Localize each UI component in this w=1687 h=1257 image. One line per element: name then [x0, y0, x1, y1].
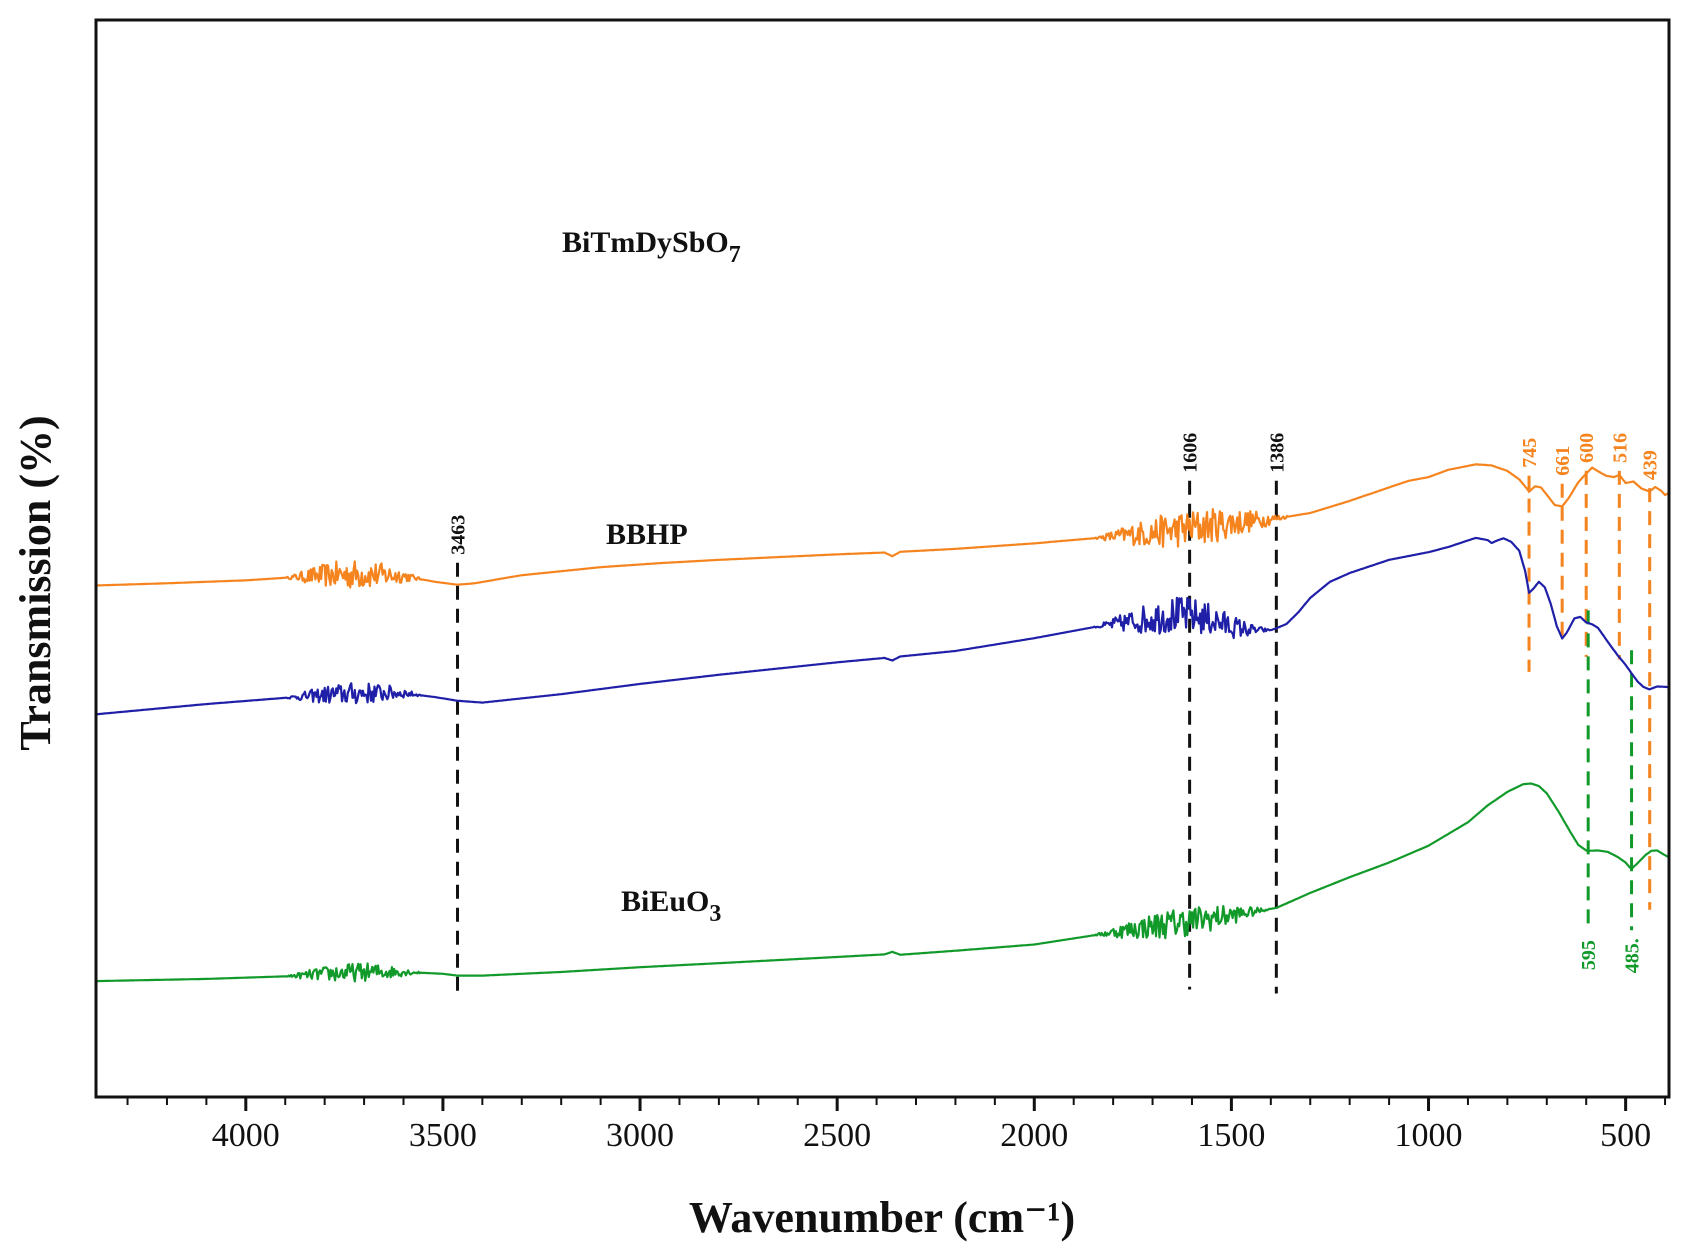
peak-label-1606: 1606 — [1180, 433, 1202, 473]
series-label-bbhp: BBHP — [606, 518, 688, 551]
peak-label-595: 595 — [1578, 940, 1600, 970]
x-tick-label: 1000 — [1395, 1117, 1463, 1154]
peak-labels: 3463 1606 1386 745 661 600 516 439 595 485. — [448, 433, 1662, 973]
peak-label-661: 661 — [1552, 446, 1574, 476]
peak-label-745: 745 — [1519, 438, 1541, 468]
peak-label-439: 439 — [1640, 450, 1662, 480]
plot-area: 3463 1606 1386 745 661 600 516 439 595 485. BiTmD… — [95, 226, 1670, 1000]
spectra-series — [95, 463, 1670, 983]
peak-label-485: 485. — [1622, 938, 1644, 973]
series-line-bbhp — [95, 536, 1670, 716]
x-tick-label: 3000 — [606, 1117, 674, 1154]
peak-label-600: 600 — [1576, 433, 1598, 463]
series-label-bitmdysbo: BiTmDySbO7 — [562, 226, 741, 268]
x-tick-label: 2500 — [803, 1117, 871, 1154]
x-tick-label: 4000 — [212, 1117, 280, 1154]
peak-label-516: 516 — [1609, 433, 1631, 463]
x-tick-label: 2000 — [1000, 1117, 1068, 1154]
x-axis-ticks — [126, 1097, 1667, 1111]
peak-label-1386: 1386 — [1266, 433, 1288, 473]
x-tick-label: 1500 — [1197, 1117, 1265, 1154]
x-axis-tick-labels: 4000 3500 3000 2500 2000 1500 1000 500 — [212, 1117, 1651, 1154]
x-tick-label: 3500 — [409, 1117, 477, 1154]
y-axis-title: Transmission (%) — [11, 415, 60, 750]
series-line-bieuo — [96, 782, 1670, 983]
series-line-bitmdysbo — [95, 463, 1670, 589]
series-labels: BiTmDySbO7 BBHP BiEuO3 — [562, 226, 741, 927]
x-tick-label: 500 — [1600, 1117, 1651, 1154]
x-axis-title: Wavenumber (cm⁻¹) — [689, 1193, 1075, 1242]
series-label-bieuo: BiEuO3 — [621, 885, 721, 927]
plot-frame — [94, 18, 1671, 1099]
peak-label-3463: 3463 — [448, 515, 470, 555]
